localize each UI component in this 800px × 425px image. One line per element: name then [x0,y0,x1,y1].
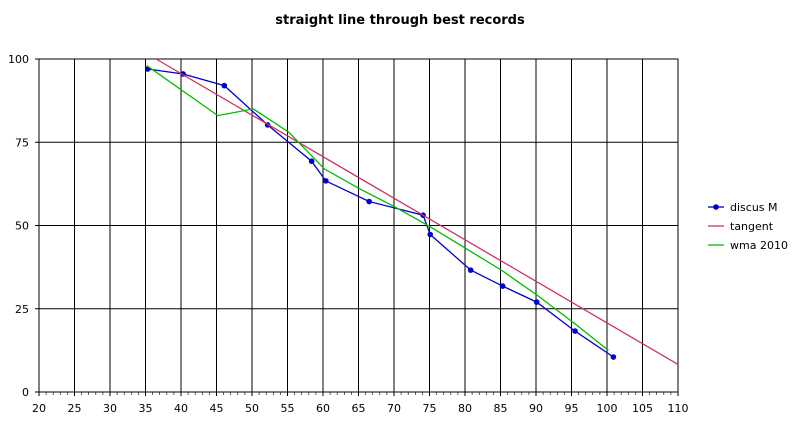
series-line [155,58,679,365]
x-tick-label: 50 [245,402,259,415]
data-point [610,354,617,360]
series-tangent [155,58,679,365]
series-wma-2010 [146,65,609,351]
legend-item: wma 2010 [708,239,788,252]
legend-marker [713,204,719,210]
data-point [221,82,228,89]
y-tick-label: 75 [15,136,29,149]
x-tick-label: 40 [174,402,188,415]
x-tick-label: 30 [103,402,117,415]
y-tick-label: 100 [8,53,29,66]
data-point [427,231,434,238]
legend-item: tangent [708,220,774,233]
x-tick-label: 85 [494,402,508,415]
legend-label: discus M [730,201,778,214]
data-point [533,299,540,305]
data-point [572,328,578,334]
x-tick-label: 60 [316,402,330,415]
x-tick-label: 25 [68,402,82,415]
x-tick-label: 80 [458,402,472,415]
data-point [499,283,506,289]
x-tick-label: 105 [632,402,653,415]
grid [35,58,679,396]
x-tick-label: 75 [423,402,437,415]
x-tick-label: 20 [32,402,46,415]
y-tick-label: 50 [15,220,29,233]
series-line [146,65,609,351]
x-tick-label: 100 [597,402,618,415]
x-tick-label: 35 [139,402,153,415]
y-tick-label: 0 [22,386,29,399]
x-tick-label: 70 [387,402,401,415]
y-tick-label: 25 [15,303,29,316]
data-point [323,178,329,184]
legend: discus M tangent wma 2010 [708,201,788,252]
legend-item: discus M [708,201,778,214]
legend-label: tangent [730,220,774,233]
data-point [308,158,315,165]
x-tick-label: 55 [281,402,295,415]
x-tick-label: 65 [352,402,366,415]
data-point [366,198,372,205]
x-tick-label: 95 [565,402,579,415]
axes: 20 25 30 35 40 45 50 55 60 65 70 75 80 85 90 95 100 105 11… [8,53,689,415]
x-tick-label: 110 [668,402,689,415]
x-tick-label: 45 [210,402,224,415]
legend-label: wma 2010 [730,239,788,252]
series-layer [144,58,679,365]
chart-title: straight line through best records [275,13,525,28]
data-point [467,267,474,273]
x-tick-label: 90 [529,402,543,415]
